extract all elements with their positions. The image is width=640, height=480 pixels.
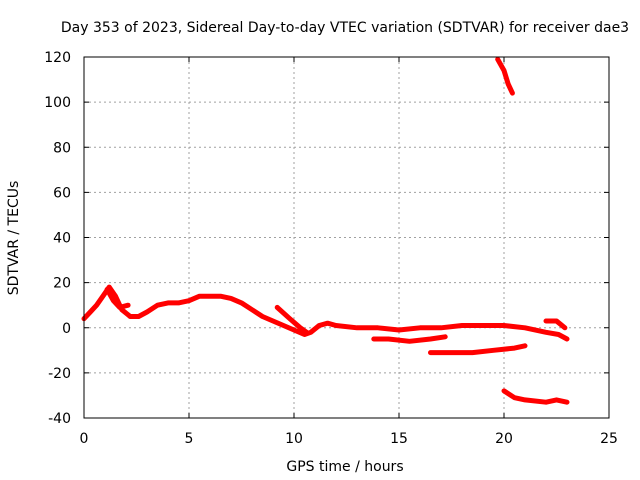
- series-upper: [495, 56, 515, 96]
- y-tick-label: 100: [44, 95, 71, 111]
- series-main: [81, 284, 570, 342]
- series-segment-22h: [543, 318, 568, 331]
- chart-title: Day 353 of 2023, Sidereal Day-to-day VTE…: [61, 20, 629, 36]
- tick-labels: 0 5 10 15 20 25 -40 -20 0 20 40 60 80 100 120: [44, 50, 618, 447]
- y-tick-label: -20: [48, 366, 71, 382]
- series-layer: [81, 56, 570, 405]
- y-tick-label: 120: [44, 50, 71, 66]
- y-axis-label: SDTVAR / TECUs: [6, 181, 22, 296]
- grid: [84, 57, 609, 418]
- series-segment-14h: [371, 334, 448, 344]
- y-tick-label: 20: [53, 276, 71, 292]
- x-tick-label: 25: [600, 431, 618, 447]
- x-tick-label: 5: [185, 431, 194, 447]
- y-tick-label: 40: [53, 231, 71, 247]
- y-tick-label: -40: [48, 411, 71, 427]
- y-tick-label: 80: [53, 140, 71, 156]
- series-segment-9h: [274, 304, 310, 335]
- x-tick-label: 20: [495, 431, 513, 447]
- y-tick-label: 0: [62, 321, 71, 337]
- x-tick-label: 15: [390, 431, 408, 447]
- x-tick-label: 10: [285, 431, 303, 447]
- y-tick-label: 60: [53, 185, 71, 201]
- x-tick-label: 0: [80, 431, 89, 447]
- series-segment-17h: [428, 343, 528, 356]
- x-axis-label: GPS time / hours: [286, 459, 403, 475]
- series-hump-1: [104, 286, 131, 310]
- ticks: [83, 56, 610, 419]
- series-lower: [501, 388, 570, 405]
